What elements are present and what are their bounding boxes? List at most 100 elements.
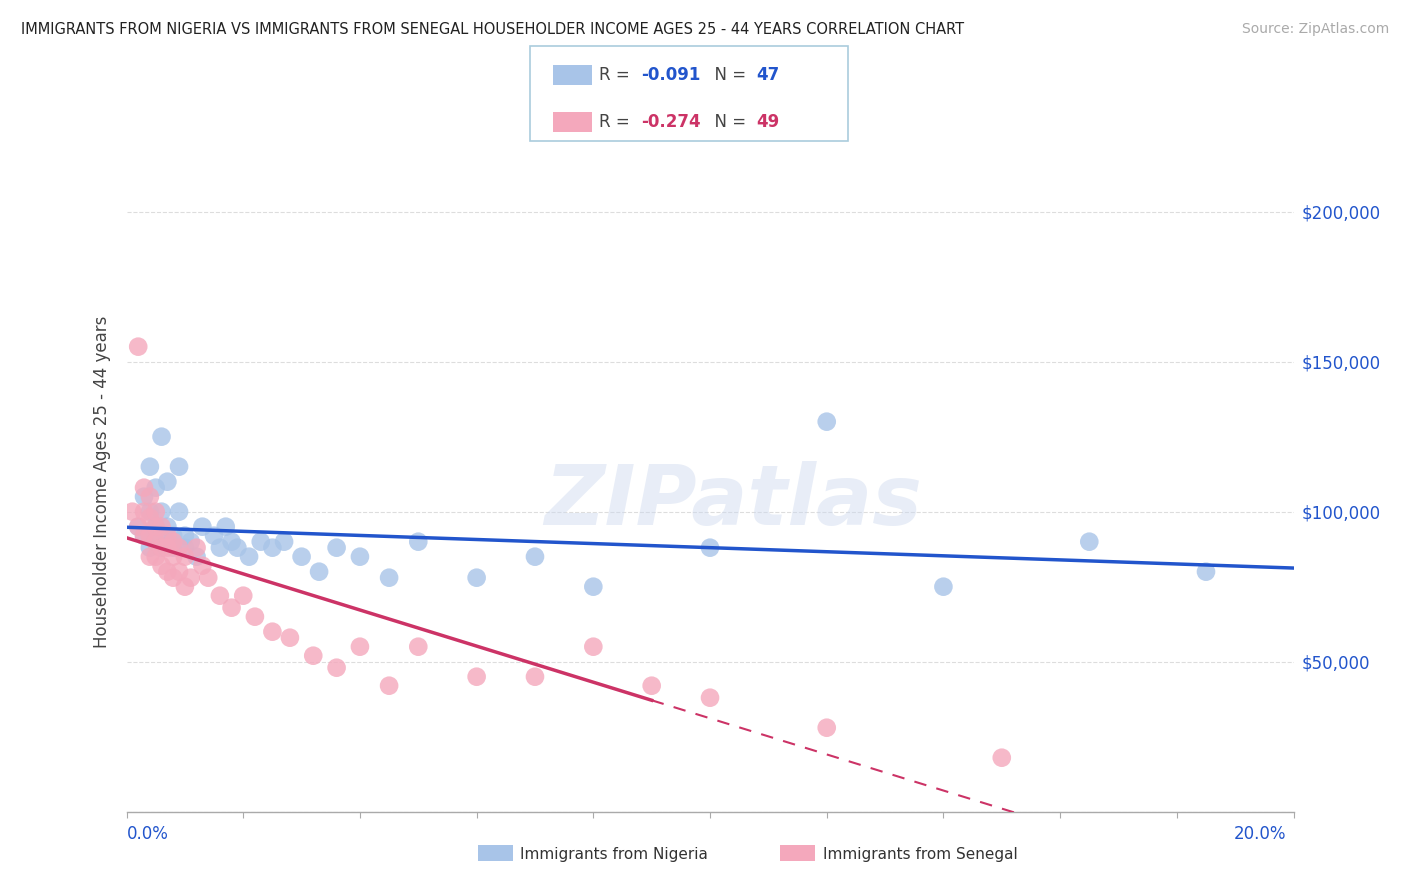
Point <box>465 670 488 684</box>
Point <box>139 505 162 519</box>
Point <box>145 549 167 564</box>
Point <box>202 529 225 543</box>
Point <box>145 481 167 495</box>
Point <box>156 519 179 533</box>
Point <box>815 415 838 429</box>
Point <box>162 571 184 585</box>
Point <box>197 571 219 585</box>
Text: 49: 49 <box>756 113 780 131</box>
Point <box>156 565 179 579</box>
Point <box>465 571 488 585</box>
Point <box>139 510 162 524</box>
Point <box>243 609 266 624</box>
Point <box>145 534 167 549</box>
Point <box>378 679 401 693</box>
Point <box>290 549 312 564</box>
Point <box>139 529 162 543</box>
Point <box>121 505 143 519</box>
Point <box>132 505 155 519</box>
Point <box>273 534 295 549</box>
Point <box>132 481 155 495</box>
Point <box>325 661 347 675</box>
Point <box>302 648 325 663</box>
Point <box>262 624 284 639</box>
Point <box>132 529 155 543</box>
Point <box>308 565 330 579</box>
Point <box>208 541 231 555</box>
Text: ZIPatlas: ZIPatlas <box>544 461 922 542</box>
Point <box>150 519 173 533</box>
Point <box>167 505 190 519</box>
Point <box>127 519 149 533</box>
Point <box>167 541 190 555</box>
Point <box>640 679 664 693</box>
Text: -0.274: -0.274 <box>641 113 700 131</box>
Point <box>150 558 173 573</box>
Text: -0.091: -0.091 <box>641 66 700 84</box>
Point <box>191 558 214 573</box>
Point <box>349 549 371 564</box>
Point <box>145 519 167 533</box>
Point <box>156 529 179 543</box>
Point <box>232 589 254 603</box>
Point <box>150 541 173 555</box>
Point <box>1195 565 1218 579</box>
Point <box>186 541 208 555</box>
Point <box>524 549 547 564</box>
Point <box>325 541 347 555</box>
Point <box>221 600 243 615</box>
Text: R =: R = <box>599 66 636 84</box>
Text: Immigrants from Senegal: Immigrants from Senegal <box>823 847 1018 862</box>
Point <box>127 340 149 354</box>
Point <box>1078 534 1101 549</box>
Point <box>582 580 605 594</box>
Text: 20.0%: 20.0% <box>1234 825 1286 843</box>
Point <box>186 549 208 564</box>
Point <box>162 534 184 549</box>
Point <box>162 541 184 555</box>
Point <box>139 459 162 474</box>
Point <box>215 519 238 533</box>
Point <box>156 541 179 555</box>
Point <box>132 529 155 543</box>
Point <box>150 430 173 444</box>
Point <box>174 529 197 543</box>
Point <box>174 549 197 564</box>
Point <box>699 690 721 705</box>
Point <box>180 534 202 549</box>
Point <box>167 565 190 579</box>
Text: N =: N = <box>704 66 752 84</box>
Text: IMMIGRANTS FROM NIGERIA VS IMMIGRANTS FROM SENEGAL HOUSEHOLDER INCOME AGES 25 - : IMMIGRANTS FROM NIGERIA VS IMMIGRANTS FR… <box>21 22 965 37</box>
Point <box>378 571 401 585</box>
Point <box>238 549 260 564</box>
Point <box>932 580 955 594</box>
Text: 47: 47 <box>756 66 780 84</box>
Point <box>174 541 197 555</box>
Point <box>132 490 155 504</box>
Point <box>145 534 167 549</box>
Text: R =: R = <box>599 113 636 131</box>
Point <box>208 589 231 603</box>
Point <box>278 631 301 645</box>
Point <box>249 534 271 549</box>
Point <box>408 534 430 549</box>
Y-axis label: Householder Income Ages 25 - 44 years: Householder Income Ages 25 - 44 years <box>93 316 111 648</box>
Point <box>990 750 1012 764</box>
Text: Source: ZipAtlas.com: Source: ZipAtlas.com <box>1241 22 1389 37</box>
Point <box>139 490 162 504</box>
Point <box>221 534 243 549</box>
Point <box>156 475 179 489</box>
Text: Immigrants from Nigeria: Immigrants from Nigeria <box>520 847 709 862</box>
Point <box>145 519 167 533</box>
Point <box>191 519 214 533</box>
Point <box>408 640 430 654</box>
Point <box>699 541 721 555</box>
Point <box>174 580 197 594</box>
Point <box>150 541 173 555</box>
Text: N =: N = <box>704 113 752 131</box>
Point <box>127 519 149 533</box>
Point <box>139 549 162 564</box>
Point <box>180 571 202 585</box>
Point <box>582 640 605 654</box>
Point <box>162 529 184 543</box>
